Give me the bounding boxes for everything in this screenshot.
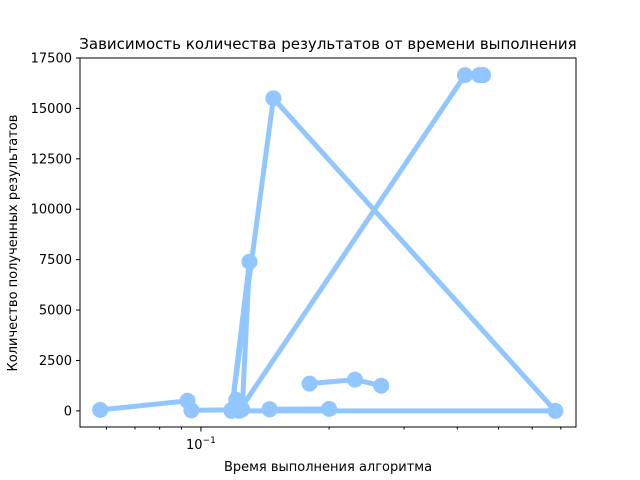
data-point (475, 67, 492, 84)
y-tick-label: 5000 (39, 304, 72, 319)
y-tick-label: 17500 (31, 52, 72, 67)
y-tick-label: 2500 (39, 354, 72, 369)
y-axis-label: Количество полученных результатов (6, 115, 21, 372)
data-point (265, 90, 282, 107)
y-tick-label: 12500 (31, 152, 72, 167)
data-point (231, 402, 248, 419)
y-axis: 0 2500 5000 7500 10000 12500 15000 17500 (31, 52, 80, 419)
chart-title: Зависимость количества результатов от вр… (79, 35, 576, 53)
y-tick-label: 15000 (31, 102, 72, 117)
y-tick-label: 10000 (31, 203, 72, 218)
data-point (347, 371, 363, 388)
y-tick-label: 7500 (39, 253, 72, 268)
x-axis-label: Время выполнения алгоритма (224, 460, 432, 475)
data-point (92, 401, 109, 418)
series-line-3 (307, 377, 384, 389)
data-point (261, 401, 278, 418)
x-tick-label: 10−1 (186, 436, 216, 453)
data-point (457, 67, 473, 84)
data-point (321, 400, 338, 417)
x-axis: 10−1 (105, 427, 562, 453)
data-point (547, 402, 564, 419)
data-point (183, 402, 200, 419)
series-line-1 (97, 72, 558, 414)
y-tick-label: 0 (64, 404, 72, 419)
plot-area (92, 67, 564, 419)
plot-frame (79, 57, 577, 428)
data-point (241, 253, 258, 270)
data-point (373, 377, 390, 394)
data-point (301, 375, 318, 392)
